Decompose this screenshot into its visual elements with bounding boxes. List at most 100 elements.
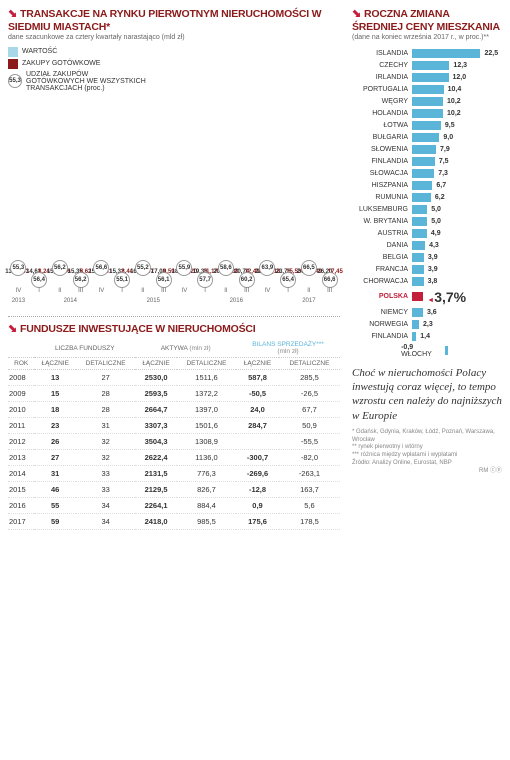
hbar-row: AUSTRIA4,9: [352, 229, 502, 238]
table-row: 201655342264,1884,40,95,6: [8, 498, 340, 514]
table-cell: 2013: [8, 450, 34, 466]
hbar-row: ISLANDIA 22,5: [352, 49, 502, 58]
hbar-row: FINLANDIA7,5: [352, 157, 502, 166]
x-year: 2014: [29, 298, 112, 304]
hbar-value: 6,7: [436, 182, 446, 189]
hbar-label: ISLANDIA: [352, 50, 412, 57]
table-row: 201123313307,31501,6284,750,9: [8, 418, 340, 434]
hbar-row: FINLANDIA1,4: [352, 332, 502, 341]
hbar-value: 7,3: [438, 170, 448, 177]
table-cell: 32: [76, 434, 135, 450]
hbar-bar: [412, 265, 424, 274]
signature: RM ⓒⓟ: [352, 468, 502, 476]
hbar-label: IRLANDIA: [352, 74, 412, 81]
hbar-bar: [412, 121, 441, 130]
footnote: *** różnica między wpłatami i wypłatami: [352, 452, 502, 460]
hbar-row: ŁOTWA9,5: [352, 121, 502, 130]
hbar-bar: [412, 241, 425, 250]
hbar-value: 9,5: [445, 122, 455, 129]
x-tick: II: [216, 288, 237, 294]
table-row: 201546332129,5826,7-12,8163,7: [8, 482, 340, 498]
hbar-bar: [412, 193, 431, 202]
table-cell: 59: [34, 514, 76, 530]
legend-label: ZAKUPY GOTÓWKOWE: [22, 60, 100, 67]
down-arrow-icon: ⬊: [352, 8, 361, 20]
hbar-label: BUŁGARIA: [352, 134, 412, 141]
share-circle: 56,2: [52, 260, 68, 276]
table-cell: 28: [76, 386, 135, 402]
col-header: DETALICZNE: [279, 358, 340, 370]
hbar-label: RUMUNIA: [352, 194, 412, 201]
hbar-value: 12,3: [453, 62, 467, 69]
hbar-value: 22,5: [484, 50, 498, 57]
table-cell: 1308,9: [177, 434, 236, 450]
table-cell: 285,5: [279, 370, 340, 386]
table-row: 201018282664,71397,024,067,7: [8, 402, 340, 418]
chart2-subtitle: (dane na koniec września 2017 r., w proc…: [352, 34, 502, 41]
x-tick: IV: [257, 288, 278, 294]
table-cell: 3504,3: [135, 434, 177, 450]
hbar-label: DANIA: [352, 242, 412, 249]
hbar-value: 3,8: [428, 278, 438, 285]
hbar-bar: [412, 320, 419, 329]
table-row: 200915282593,51372,2-50,5-26,5: [8, 386, 340, 402]
hbar-bar: [412, 169, 434, 178]
table-cell: 284,7: [236, 418, 279, 434]
table-cell: 2418,0: [135, 514, 177, 530]
table-cell: -300,7: [236, 450, 279, 466]
x-tick: III: [236, 288, 257, 294]
hbar-bar: [412, 145, 436, 154]
legend-circle-icon: 55,3: [8, 74, 22, 88]
table-cell: 26: [34, 434, 76, 450]
hbar-row: PORTUGALIA10,4: [352, 85, 502, 94]
table-cell: 2264,1: [135, 498, 177, 514]
hbar-bar: [445, 346, 447, 355]
hbar-chart: ISLANDIA22,5CZECHY12,3IRLANDIA12,0PORTUG…: [352, 49, 502, 358]
hbar-bar: [412, 73, 449, 82]
hbar-label: NORWEGIA: [352, 321, 412, 328]
hbar-row: HISZPANIA6,7: [352, 181, 502, 190]
left-col: ⬊TRANSAKCJE NA RYNKU PIERWOTNYM NIERUCHO…: [8, 8, 346, 530]
x-tick: III: [153, 288, 174, 294]
hbar-value: 10,4: [448, 86, 462, 93]
table-cell: 34: [76, 514, 135, 530]
table-cell: 2593,5: [135, 386, 177, 402]
hbar-value: 3,6: [427, 309, 437, 316]
table-row: 201226323504,31308,9-55,5: [8, 434, 340, 450]
commentary-text: Choć w nieruchomości Polacy inwestują co…: [352, 366, 502, 423]
footnotes: * Gdańsk, Gdynia, Kraków, Łódź, Poznań, …: [352, 429, 502, 476]
hbar-row: WĘGRY10,2: [352, 97, 502, 106]
hbar-label: FINLANDIA: [352, 333, 412, 340]
table-cell: 1372,2: [177, 386, 236, 402]
hbar-row: LUKSEMBURG5,0: [352, 205, 502, 214]
x-year: 2016: [195, 298, 278, 304]
chart2-title: ⬊ROCZNA ZMIANA ŚREDNIEJ CENY MIESZKANIA: [352, 8, 502, 33]
share-circle: 56,2: [73, 272, 89, 288]
table-cell: 0,9: [236, 498, 279, 514]
legend-label: UDZIAŁ ZAKUPÓW GOTÓWKOWYCH WE WSZYSTKICH…: [26, 71, 146, 92]
table-cell: 31: [76, 418, 135, 434]
hbar-bar: [412, 97, 443, 106]
table-cell: 31: [34, 466, 76, 482]
table-cell: 2010: [8, 402, 34, 418]
hbar-value: 4,3: [429, 242, 439, 249]
hbar-row: FRANCJA3,9: [352, 265, 502, 274]
table-row: 200813272530,01511,6587,8285,5: [8, 370, 340, 386]
share-circle: 66,5: [301, 260, 317, 276]
hbar-bar: [412, 205, 427, 214]
hbar-row: W. BRYTANIA5,0: [352, 217, 502, 226]
table-cell: -269,6: [236, 466, 279, 482]
hbar-row: -0,9 WŁOCHY: [352, 344, 502, 358]
page: ⬊TRANSAKCJE NA RYNKU PIERWOTNYM NIERUCHO…: [0, 0, 510, 538]
table-cell: 28: [76, 402, 135, 418]
hbar-label: FRANCJA: [352, 266, 412, 273]
legend-swatch-zakupy: [8, 59, 18, 69]
table-cell: -55,5: [279, 434, 340, 450]
hbar-row: SŁOWACJA7,3: [352, 169, 502, 178]
hbar-bar: [412, 49, 480, 58]
hbar-bar: [412, 181, 432, 190]
table-title: ⬊FUNDUSZE INWESTUJĄCE W NIERUCHOMOŚCI: [8, 323, 340, 336]
table-cell: 2016: [8, 498, 34, 514]
x-tick: I: [29, 288, 50, 294]
table-cell: 18: [34, 402, 76, 418]
